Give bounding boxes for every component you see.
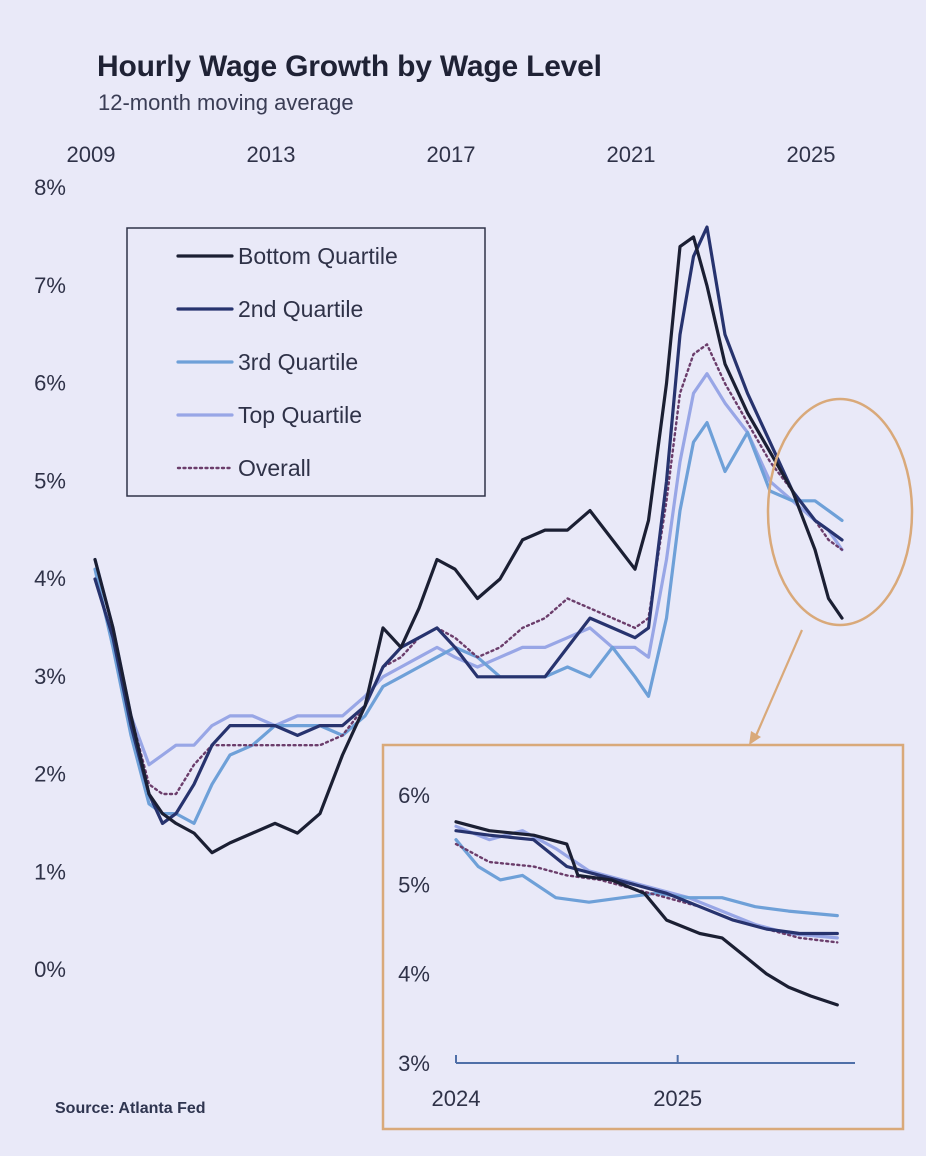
x-tick-label: 2025	[787, 142, 836, 167]
series-line-3rd-quartile	[93, 421, 844, 825]
legend-label: Overall	[238, 455, 311, 481]
x-tick-label: 2017	[427, 142, 476, 167]
x-tick-label: 2021	[607, 142, 656, 167]
y-tick-label: 2%	[34, 762, 66, 787]
legend-label: 3rd Quartile	[238, 349, 358, 375]
legend-label: 2nd Quartile	[238, 296, 363, 322]
legend-item-top-quartile: Top Quartile	[176, 402, 362, 428]
legend-item-bottom-quartile: Bottom Quartile	[176, 243, 398, 269]
x-tick-label: 2013	[247, 142, 296, 167]
callout-arrowhead	[749, 731, 761, 745]
series-line-top-quartile	[93, 372, 844, 767]
series-line-overall	[93, 343, 844, 796]
inset-series-line-3rd-quartile	[454, 838, 839, 918]
inset-y-tick-label: 6%	[398, 783, 430, 808]
x-tick-label: 2009	[67, 142, 116, 167]
legend-label: Top Quartile	[238, 402, 362, 428]
chart-title: Hourly Wage Growth by Wage Level	[97, 50, 602, 83]
callout-connector	[753, 629, 804, 739]
legend-item-overall: Overall	[176, 455, 311, 481]
source-note: Source: Atlanta Fed	[55, 1100, 206, 1117]
y-tick-label: 1%	[34, 859, 66, 884]
inset-series-line-bottom-quartile	[454, 820, 839, 1007]
legend-box	[126, 227, 486, 497]
chart-subtitle: 12-month moving average	[98, 90, 354, 115]
legend-item-3rd-quartile: 3rd Quartile	[176, 349, 358, 375]
inset-y-tick-label: 4%	[398, 962, 430, 987]
inset-x-tick-label: 2024	[432, 1086, 481, 1111]
y-tick-label: 6%	[34, 371, 66, 396]
inset-x-tick-label: 2025	[653, 1086, 702, 1111]
y-tick-label: 4%	[34, 566, 66, 591]
legend-item-2nd-quartile: 2nd Quartile	[176, 296, 363, 322]
series-line-bottom-quartile	[93, 235, 844, 855]
inset-y-tick-label: 5%	[398, 872, 430, 897]
y-tick-label: 5%	[34, 468, 66, 493]
legend-label: Bottom Quartile	[238, 243, 398, 269]
series-line-2nd-quartile	[93, 225, 844, 825]
y-tick-label: 3%	[34, 664, 66, 689]
y-tick-label: 7%	[34, 273, 66, 298]
y-tick-label: 0%	[34, 957, 66, 982]
y-tick-label: 8%	[34, 175, 66, 200]
inset-series-line-2nd-quartile	[454, 829, 839, 936]
callout-ellipse	[766, 397, 914, 627]
inset-y-tick-label: 3%	[398, 1051, 430, 1076]
